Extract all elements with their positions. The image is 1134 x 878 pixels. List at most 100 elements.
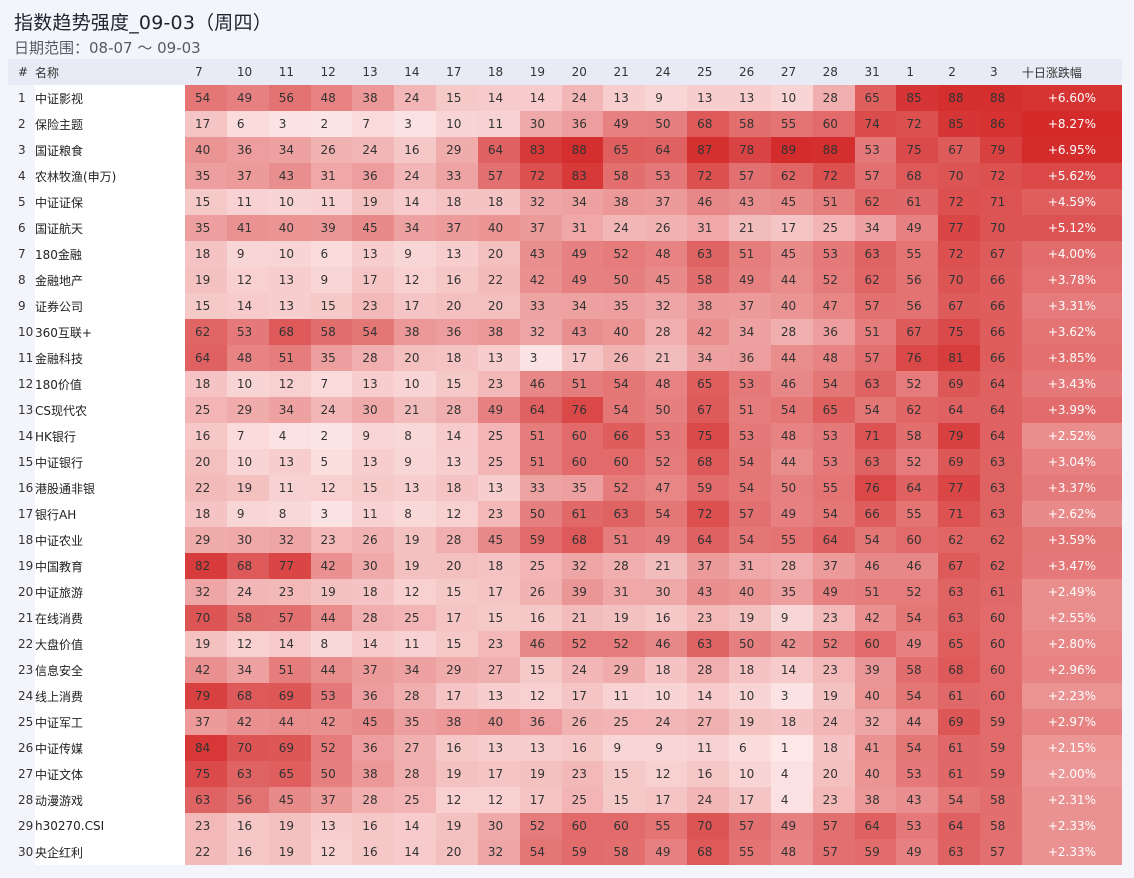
- heat-cell: 12: [436, 787, 478, 813]
- table-row: 28 动漫游戏 63 56 45 37 28 25 12 12 17 25 15 17 24 17 4 23 38 4…: [8, 787, 1122, 813]
- heat-cell: 36: [436, 319, 478, 345]
- heat-cell: 15: [352, 475, 395, 501]
- heat-cell: 19: [185, 631, 227, 657]
- table-row: 22 大盘价值 19 12 14 8 14 11 15 23 46 52 52 46 63 50 42 52 60 4…: [8, 631, 1122, 657]
- heat-cell: 19: [268, 839, 311, 865]
- heat-cell: 52: [561, 631, 604, 657]
- heat-cell: 14: [770, 657, 813, 683]
- heat-cell: 59: [980, 761, 1022, 787]
- table-row: 1 中证影视 54 49 56 48 38 24 15 14 14 24 13 9 13 13 10 28 65 85…: [8, 85, 1122, 111]
- heat-cell: 62: [854, 267, 897, 293]
- heat-cell: 58: [687, 267, 729, 293]
- heat-cell: 20: [812, 761, 855, 787]
- heat-cell: 88: [561, 137, 604, 163]
- heat-cell: 81: [938, 345, 981, 371]
- heat-cell: 12: [394, 267, 437, 293]
- ten-day-change: +3.04%: [1021, 449, 1122, 475]
- heat-cell: 26: [645, 215, 688, 241]
- column-header-date: 18: [477, 59, 520, 85]
- heat-cell: 23: [477, 631, 520, 657]
- heat-cell: 37: [728, 293, 771, 319]
- heat-cell: 37: [226, 163, 269, 189]
- heat-cell: 55: [896, 501, 939, 527]
- index-name: HK银行: [35, 423, 186, 449]
- heat-cell: 23: [812, 605, 855, 631]
- heat-cell: 24: [561, 657, 604, 683]
- heat-cell: 21: [645, 553, 688, 579]
- column-header-date: 28: [812, 59, 855, 85]
- heat-cell: 54: [770, 397, 813, 423]
- column-header-name: 名称: [35, 59, 186, 85]
- heat-cell: 30: [477, 813, 520, 839]
- heat-cell: 66: [980, 345, 1022, 371]
- heat-cell: 62: [185, 319, 227, 345]
- heat-cell: 40: [268, 215, 311, 241]
- heat-cell: 55: [770, 111, 813, 137]
- index-name: h30270.CSI: [35, 813, 186, 839]
- heat-cell: 57: [728, 501, 771, 527]
- heat-cell: 46: [896, 553, 939, 579]
- heat-cell: 40: [854, 683, 897, 709]
- heat-cell: 18: [436, 345, 478, 371]
- heat-cell: 63: [226, 761, 269, 787]
- heat-cell: 30: [226, 527, 269, 553]
- heat-cell: 15: [477, 605, 520, 631]
- table-row: 19 中国教育 82 68 77 42 30 19 20 18 25 32 28 21 37 31 28 37 46…: [8, 553, 1122, 579]
- heat-cell: 67: [980, 241, 1022, 267]
- heat-cell: 51: [561, 371, 604, 397]
- index-name: 中证文体: [35, 761, 186, 787]
- heat-cell: 9: [226, 501, 269, 527]
- heat-cell: 9: [645, 735, 688, 761]
- heat-cell: 63: [938, 579, 981, 605]
- heat-cell: 51: [519, 449, 562, 475]
- heat-cell: 18: [812, 735, 855, 761]
- heat-cell: 18: [436, 189, 478, 215]
- heat-cell: 61: [938, 735, 981, 761]
- heat-cell: 76: [896, 345, 939, 371]
- heat-cell: 10: [645, 683, 688, 709]
- heat-cell: 23: [812, 657, 855, 683]
- heat-cell: 62: [980, 553, 1022, 579]
- heat-cell: 33: [436, 163, 478, 189]
- heat-cell: 42: [854, 605, 897, 631]
- heat-cell: 64: [854, 813, 897, 839]
- ten-day-change: +2.96%: [1021, 657, 1122, 683]
- heat-cell: 63: [687, 241, 729, 267]
- heat-cell: 29: [603, 657, 646, 683]
- heat-cell: 20: [185, 449, 227, 475]
- heat-cell: 40: [185, 137, 227, 163]
- heat-cell: 4: [770, 787, 813, 813]
- table-row: 25 中证军工 37 42 44 42 45 35 38 40 36 26 25 24 27 19 18 24 32…: [8, 709, 1122, 735]
- row-index: 26: [8, 735, 35, 761]
- heat-cell: 57: [854, 345, 897, 371]
- heat-cell: 12: [310, 839, 353, 865]
- heat-cell: 29: [436, 657, 478, 683]
- heat-cell: 33: [519, 293, 562, 319]
- ten-day-change: +2.55%: [1021, 605, 1122, 631]
- heat-cell: 56: [896, 267, 939, 293]
- heat-cell: 46: [519, 631, 562, 657]
- heat-cell: 14: [519, 85, 562, 111]
- heat-cell: 52: [896, 449, 939, 475]
- heat-cell: 16: [436, 735, 478, 761]
- heat-cell: 17: [352, 267, 395, 293]
- heat-cell: 65: [603, 137, 646, 163]
- heat-cell: 72: [938, 189, 981, 215]
- table-row: 27 中证文体 75 63 65 50 38 28 19 17 19 23 15 12 16 10 4 20 40 5…: [8, 761, 1122, 787]
- heat-cell: 18: [645, 657, 688, 683]
- heat-cell: 13: [268, 267, 311, 293]
- heat-cell: 52: [310, 735, 353, 761]
- heat-cell: 60: [980, 605, 1022, 631]
- heat-cell: 78: [728, 137, 771, 163]
- column-header-date: 19: [519, 59, 562, 85]
- ten-day-change: +3.78%: [1021, 267, 1122, 293]
- row-index: 24: [8, 683, 35, 709]
- heat-cell: 23: [687, 605, 729, 631]
- heat-cell: 36: [728, 345, 771, 371]
- heat-cell: 53: [812, 241, 855, 267]
- heat-cell: 7: [226, 423, 269, 449]
- row-index: 20: [8, 579, 35, 605]
- heat-cell: 10: [394, 371, 437, 397]
- heat-cell: 63: [980, 475, 1022, 501]
- heat-cell: 34: [687, 345, 729, 371]
